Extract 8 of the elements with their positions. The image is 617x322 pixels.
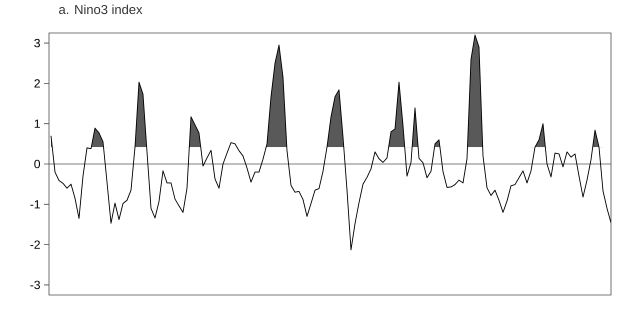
- y-tick-label: 3: [34, 38, 40, 48]
- y-tick-label: -2: [30, 240, 40, 249]
- y-tick-label: 1: [34, 120, 40, 128]
- y-tick-label: 2: [34, 79, 40, 88]
- chart-title: a. Nino3 index: [59, 4, 142, 14]
- y-tick-label: -3: [30, 280, 40, 290]
- y-tick-label: 0: [34, 160, 40, 168]
- y-tick-label: -1: [30, 200, 40, 208]
